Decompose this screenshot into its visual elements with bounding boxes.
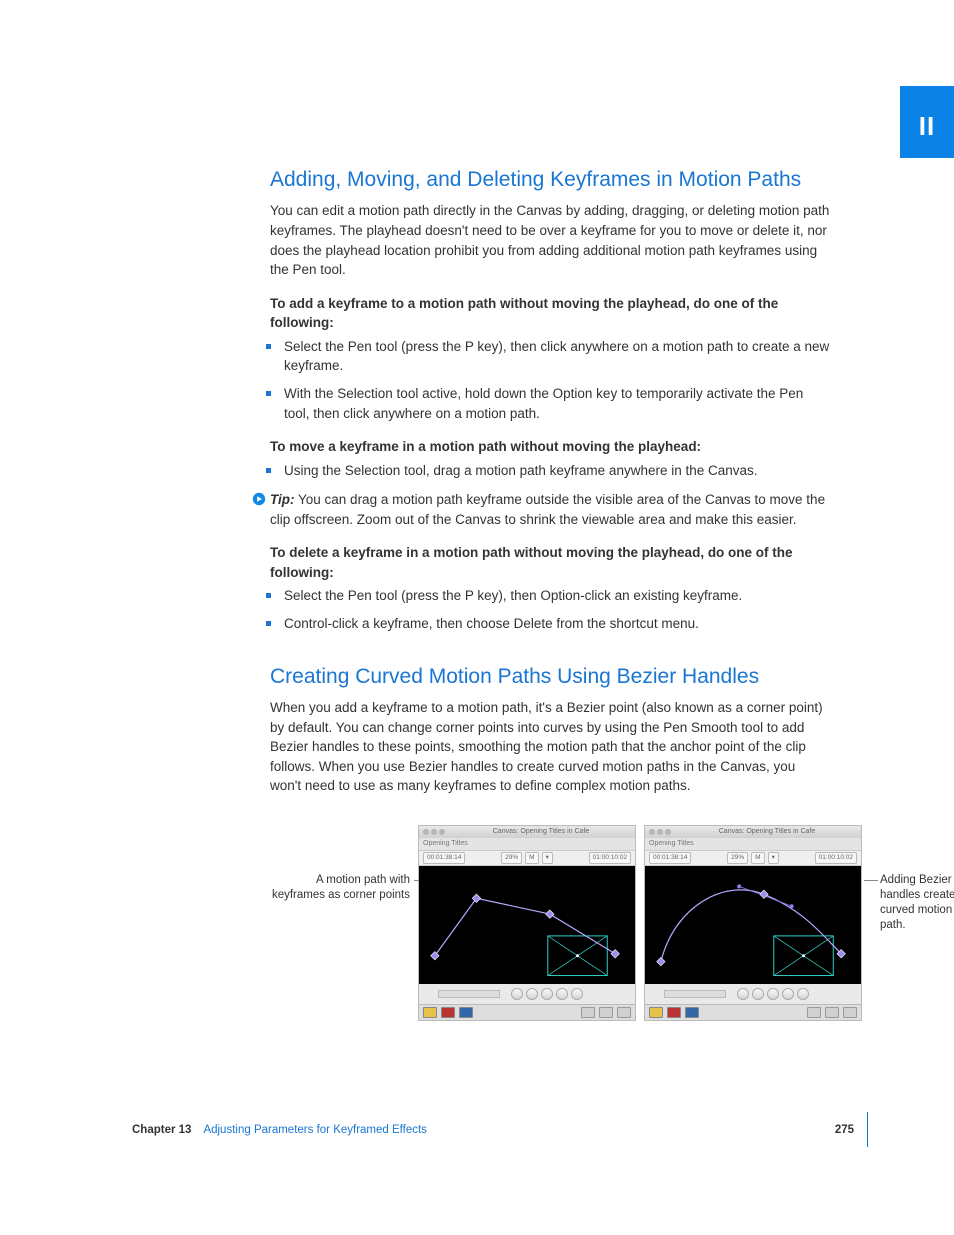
task1-lead: To add a keyframe to a motion path witho… (270, 294, 830, 333)
section2-heading: Creating Curved Motion Paths Using Bezie… (270, 662, 830, 692)
figure: A motion path with keyframes as corner p… (270, 825, 954, 1021)
list-item: Select the Pen tool (press the P key), t… (270, 337, 830, 376)
chapter-title: Adjusting Parameters for Keyframed Effec… (203, 1122, 427, 1139)
section-heading: Adding, Moving, and Deleting Keyframes i… (270, 165, 830, 195)
list-item: With the Selection tool active, hold dow… (270, 384, 830, 423)
tip-body: You can drag a motion path keyframe outs… (270, 492, 825, 527)
figure-caption-right: Adding Bezier handles creates a curved m… (870, 825, 954, 933)
tip-icon (252, 492, 266, 506)
list-item: Control-click a keyframe, then choose De… (270, 614, 830, 634)
footer-rule (867, 1112, 868, 1147)
part-tab: II (900, 86, 954, 158)
canvas-screenshot-left: Canvas: Opening Titles in Cafe Opening T… (418, 825, 636, 1021)
timecode: 01:00:10:02 (589, 852, 631, 863)
section2-intro: When you add a keyframe to a motion path… (270, 698, 830, 796)
page-number: 275 (835, 1122, 854, 1139)
canvas-screenshot-right: Canvas: Opening Titles in Cafe Opening T… (644, 825, 862, 1021)
timecode: 00:01:38:14 (423, 852, 465, 863)
list-item: Using the Selection tool, drag a motion … (270, 461, 830, 481)
tip-block: Tip: You can drag a motion path keyframe… (270, 490, 830, 529)
page-footer: Chapter 13 Adjusting Parameters for Keyf… (132, 1122, 854, 1139)
figure-caption-left: A motion path with keyframes as corner p… (270, 825, 418, 903)
task3-lead: To delete a keyframe in a motion path wi… (270, 543, 830, 582)
section1-intro: You can edit a motion path directly in t… (270, 201, 830, 279)
tip-label: Tip: (270, 492, 295, 507)
task2-lead: To move a keyframe in a motion path with… (270, 437, 830, 457)
list-item: Select the Pen tool (press the P key), t… (270, 586, 830, 606)
chapter-label: Chapter 13 (132, 1122, 191, 1139)
